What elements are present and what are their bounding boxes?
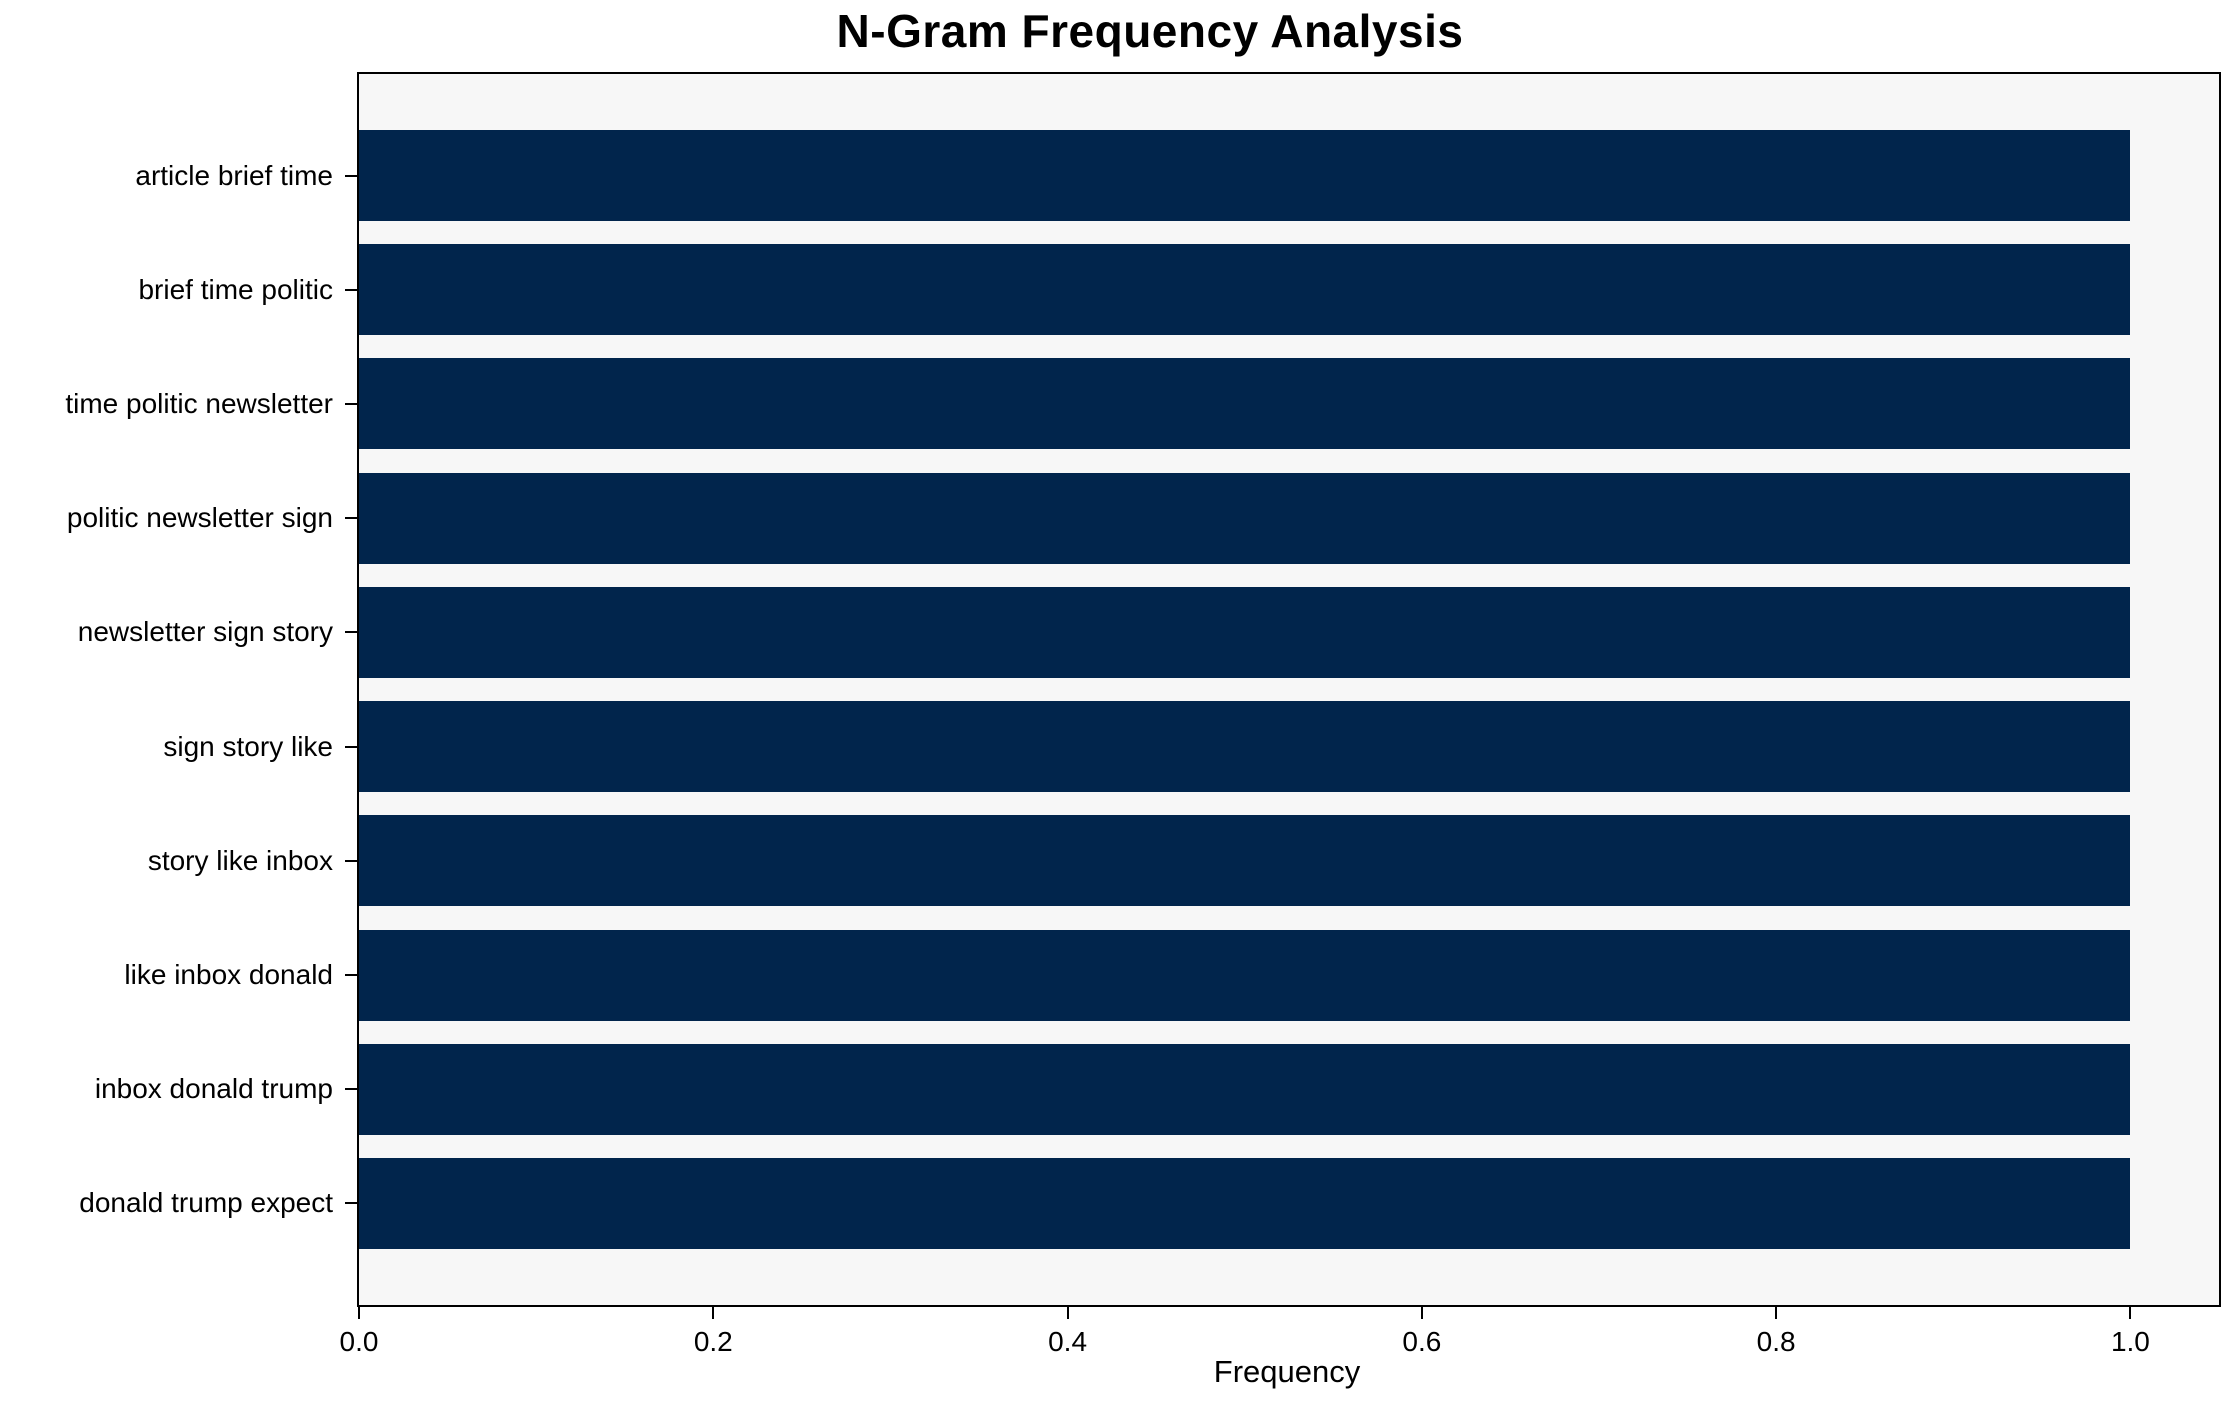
- y-tick-label: article brief time: [135, 159, 333, 191]
- bar-row: like inbox donald: [124, 929, 2219, 1021]
- x-tick: [1775, 1307, 1778, 1319]
- bar-row: newsletter sign story: [78, 586, 2219, 678]
- y-tick: [345, 174, 357, 177]
- bar: [359, 1157, 2131, 1249]
- y-tick: [345, 745, 357, 748]
- x-tick: [358, 1307, 360, 1319]
- y-tick: [345, 288, 357, 291]
- y-tick: [345, 974, 357, 977]
- bar: [359, 244, 2131, 336]
- x-tick: [2129, 1307, 2132, 1319]
- y-tick: [345, 402, 357, 405]
- bar: [359, 358, 2131, 450]
- y-tick: [345, 859, 357, 862]
- x-tick-label: 0.0: [339, 1326, 379, 1357]
- bar: [359, 130, 2131, 221]
- x-tick-label: 0.4: [1048, 1326, 1088, 1357]
- bar-row: sign story like: [163, 701, 2219, 793]
- bar: [359, 472, 2131, 564]
- plot-area: article brief time brief time politic time…: [65, 72, 2221, 1357]
- y-tick-label: newsletter sign story: [77, 616, 333, 648]
- bar-row: article brief time: [135, 130, 2219, 221]
- bar: [359, 929, 2131, 1021]
- bar-row: brief time politic: [138, 244, 2219, 336]
- y-tick: [345, 1202, 357, 1205]
- y-tick: [345, 631, 357, 634]
- bar: [359, 701, 2131, 793]
- x-tick: [1420, 1307, 1423, 1319]
- y-tick-label: like inbox donald: [124, 959, 333, 991]
- chart-title: N-Gram Frequency Analysis: [836, 5, 1464, 57]
- bar-row: time politic newsletter: [65, 358, 2219, 450]
- x-tick-label: 0.6: [1402, 1326, 1442, 1357]
- y-tick-label: sign story like: [163, 730, 333, 762]
- y-tick-label: donald trump expect: [79, 1187, 333, 1219]
- y-tick-label: politic newsletter sign: [66, 502, 333, 534]
- x-tick-label: 0.8: [1756, 1326, 1796, 1357]
- y-tick: [345, 1088, 357, 1091]
- bar-row: story like inbox: [148, 815, 2219, 907]
- y-tick-label: time politic newsletter: [65, 387, 333, 419]
- y-tick: [345, 517, 357, 520]
- y-tick-label: inbox donald trump: [94, 1073, 333, 1105]
- x-tick-label: 0.2: [693, 1326, 733, 1357]
- bar: [359, 1043, 2131, 1135]
- x-axis-label: Frequency: [1213, 1354, 1361, 1389]
- bars-layer: article brief time brief time politic time…: [65, 74, 2219, 1305]
- bar: [359, 815, 2131, 907]
- bar-row: inbox donald trump: [95, 1043, 2219, 1135]
- y-tick-label: story like inbox: [147, 844, 333, 876]
- x-tick: [1066, 1307, 1069, 1319]
- bar-row: donald trump expect: [79, 1157, 2219, 1249]
- bar-row: politic newsletter sign: [67, 472, 2219, 564]
- y-tick-label: brief time politic: [138, 273, 333, 305]
- x-tick-label: 1.0: [2110, 1326, 2150, 1357]
- bar: [359, 586, 2131, 678]
- x-tick: [712, 1307, 715, 1319]
